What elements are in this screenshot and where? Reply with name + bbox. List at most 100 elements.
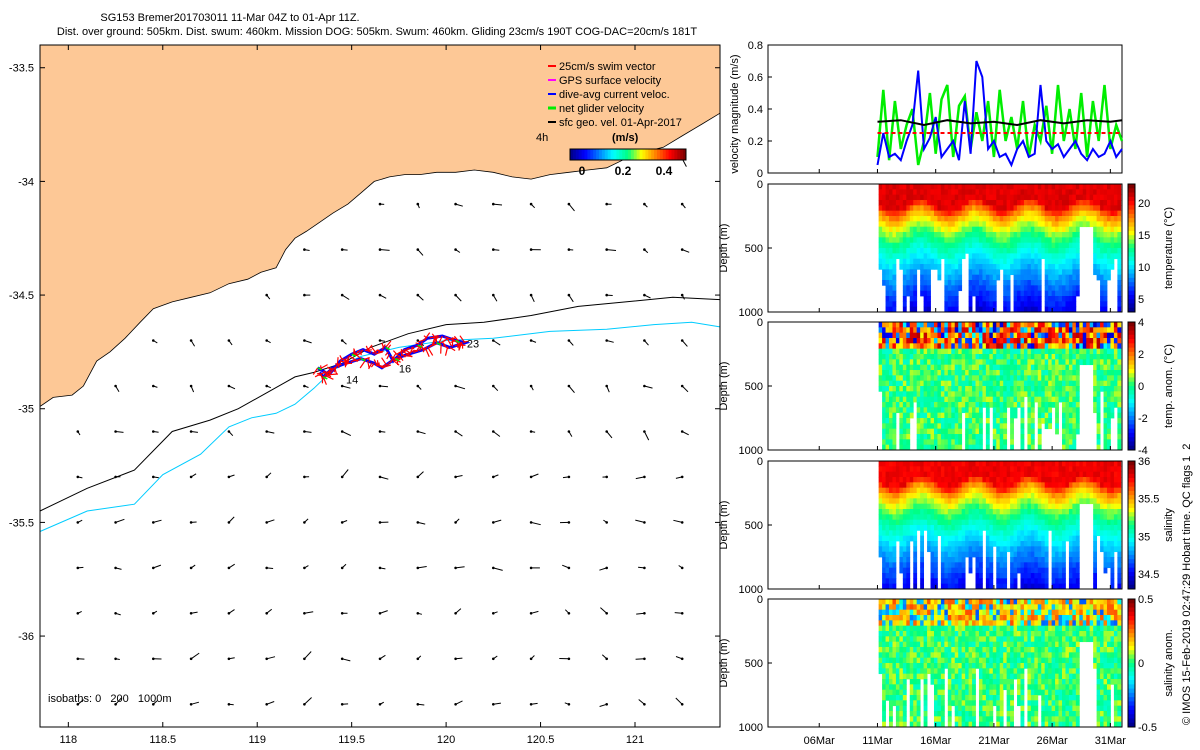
heatmap-cell — [951, 386, 956, 392]
current-arrow-head — [265, 293, 269, 297]
heatmap-cell — [913, 280, 918, 286]
heatmap-cell — [961, 498, 966, 505]
heatmap-cell — [958, 232, 963, 238]
heatmap-cell — [982, 200, 987, 206]
heatmap-cell — [906, 535, 911, 542]
heatmap-cell — [909, 338, 914, 344]
heatmap-cell — [1055, 471, 1059, 478]
heatmap-cell — [1051, 216, 1056, 222]
heatmap-cell — [1034, 189, 1039, 196]
heatmap-cell — [1034, 232, 1039, 238]
heatmap-cell — [1058, 503, 1063, 510]
heatmap-cell — [1003, 503, 1008, 510]
heatmap-cell — [1020, 503, 1025, 510]
heatmap-cell — [975, 573, 980, 579]
heatmap-cell — [958, 482, 963, 489]
heatmap-cell — [1027, 343, 1032, 350]
heatmap-cell — [996, 402, 1001, 408]
heatmap-cell — [1048, 493, 1053, 499]
heatmap-cell — [1103, 375, 1108, 382]
heatmap-cell — [1017, 343, 1021, 350]
heatmap-cell — [968, 232, 973, 238]
heatmap-cell — [1058, 482, 1063, 489]
heatmap-cell — [937, 258, 942, 265]
heatmap-cell — [1106, 444, 1111, 451]
heatmap-cell — [899, 525, 904, 531]
heatmap-cell — [937, 184, 942, 190]
heatmap-cell — [892, 280, 897, 286]
heatmap-cell — [906, 364, 911, 371]
heatmap-cell — [951, 306, 956, 313]
heatmap-cell — [1062, 380, 1066, 387]
swim-vector — [367, 348, 372, 354]
heatmap-cell — [902, 280, 907, 286]
heatmap-cell — [1110, 396, 1115, 403]
heatmap-cell — [1100, 248, 1104, 254]
heatmap-cell — [1075, 509, 1080, 515]
heatmap-cell — [1106, 226, 1111, 233]
heatmap-cell — [1068, 466, 1073, 473]
heatmap-cell — [889, 482, 893, 489]
heatmap-cell — [889, 237, 893, 244]
heatmap-cell — [951, 493, 956, 499]
heatmap-cell — [1106, 221, 1111, 228]
heatmap-cell — [902, 248, 907, 254]
heatmap-cell — [975, 562, 980, 569]
heatmap-cell — [892, 290, 897, 297]
heatmap-cell — [1034, 200, 1039, 206]
heatmap-cell — [940, 391, 945, 398]
heatmap-cell — [951, 242, 956, 249]
heatmap-cell — [940, 541, 945, 547]
heatmap-cell — [1062, 338, 1066, 344]
heatmap-cell — [920, 503, 925, 510]
heatmap-cell — [961, 573, 966, 579]
heatmap-cell — [1030, 583, 1035, 590]
heatmap-cell — [1010, 370, 1014, 376]
heatmap-cell — [1106, 216, 1111, 222]
heatmap-cell — [1013, 216, 1018, 222]
heatmap-cell — [892, 423, 897, 430]
heatmap-cell — [1003, 327, 1008, 334]
heatmap-cell — [982, 514, 987, 521]
heatmap-cell — [940, 509, 945, 515]
heatmap-cell — [961, 391, 966, 398]
heatmap-cell — [1062, 546, 1066, 553]
heatmap-cell — [882, 402, 886, 408]
heatmap-cell — [1048, 402, 1053, 408]
heatmap-cell — [1068, 232, 1073, 238]
heatmap-cell — [1055, 194, 1059, 201]
heatmap-cell — [1068, 301, 1073, 308]
heatmap-cell — [1068, 205, 1073, 212]
heatmap-cell — [958, 557, 963, 563]
heatmap-cell — [937, 493, 942, 499]
heatmap-cell — [892, 402, 897, 408]
heatmap-cell — [878, 242, 883, 249]
heatmap-cell — [899, 386, 904, 392]
heatmap-cell — [1065, 364, 1070, 371]
heatmap-cell — [899, 210, 904, 217]
heatmap-cell — [930, 578, 935, 585]
colorbar-tick-label: 0.2 — [615, 164, 632, 178]
heatmap-cell — [1103, 418, 1108, 424]
heatmap-cell — [1013, 258, 1018, 265]
heatmap-cell — [996, 184, 1001, 190]
heatmap-cell — [947, 306, 952, 313]
heatmap-cell — [1037, 258, 1042, 265]
heatmap-cell — [968, 306, 973, 313]
heatmap-cell — [999, 461, 1004, 467]
heatmap-cell — [937, 205, 942, 212]
heatmap-cell — [965, 498, 969, 505]
heatmap-cell — [1075, 498, 1080, 505]
heatmap-cell — [899, 471, 904, 478]
heatmap-colorbar-tick-label: 2 — [1138, 349, 1144, 361]
heatmap-cell — [1062, 423, 1066, 430]
heatmap-cell — [1117, 306, 1122, 313]
heatmap-cell — [930, 509, 935, 515]
heatmap-cell — [1027, 386, 1032, 392]
heatmap-cell — [930, 434, 935, 440]
heatmap-cell — [937, 391, 942, 398]
heatmap-cell — [1030, 477, 1035, 483]
heatmap-cell — [1041, 551, 1046, 558]
heatmap-cell — [916, 210, 921, 217]
heatmap-cell — [1106, 370, 1111, 376]
